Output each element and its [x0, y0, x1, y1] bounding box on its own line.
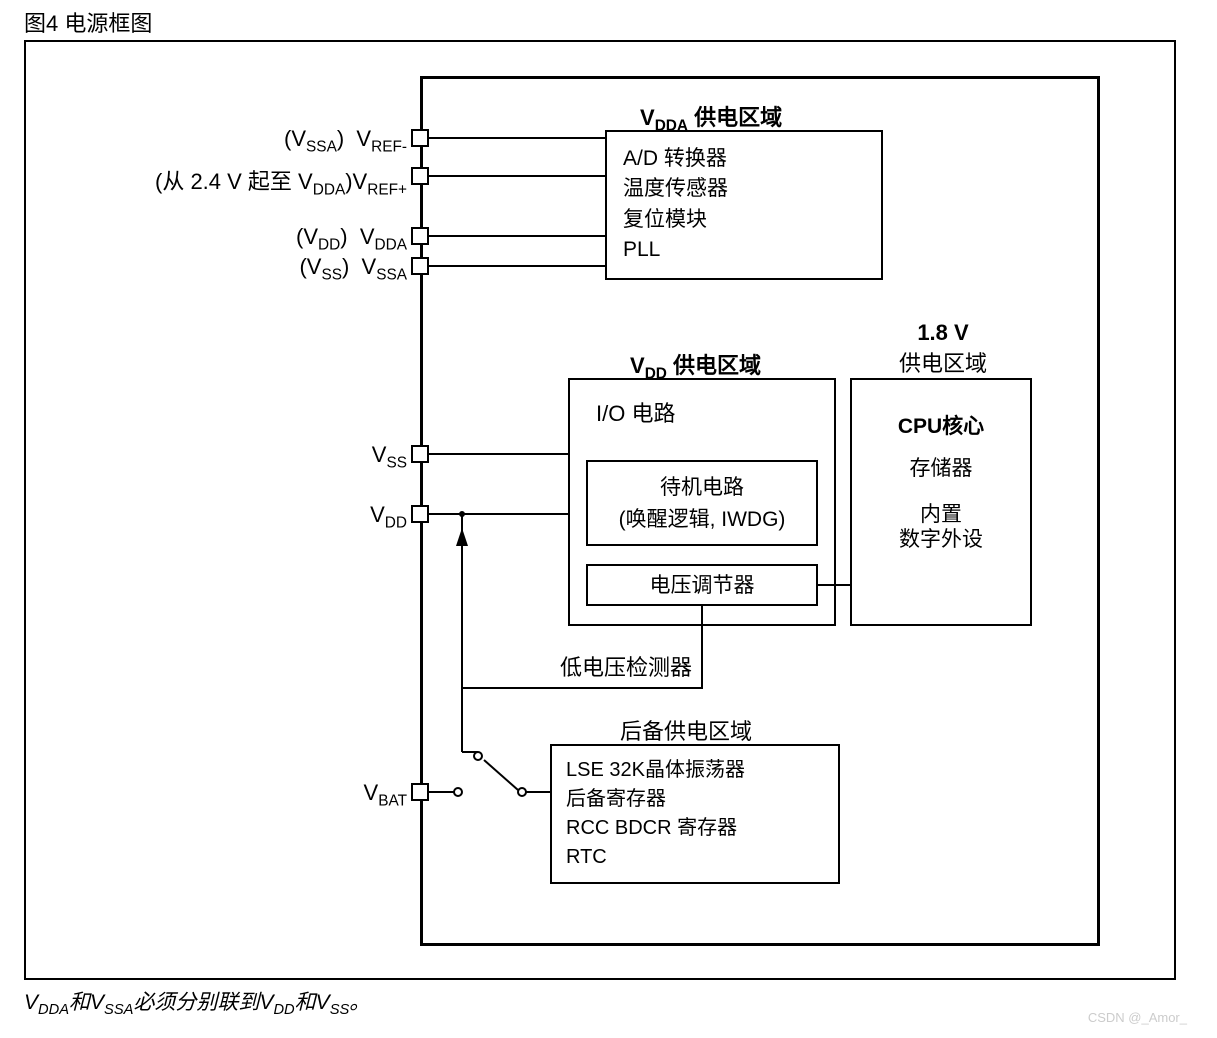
lvd-label: 低电压检测器 — [560, 650, 692, 682]
core-domain-box: CPU核心 存储器 内置 数字外设 — [850, 378, 1032, 626]
figure-page: 图4 电源框图 VDDA 供电区域 A/D 转换器 温度传感器 复位模块 PLL… — [0, 0, 1217, 1038]
backup-line-0: LSE 32K晶体振荡器 — [566, 756, 824, 785]
pin-label-vss: VSS — [27, 442, 407, 472]
vdda-line-3: PLL — [623, 235, 865, 265]
pin-label-vssa: (VSS) VSSA — [27, 254, 407, 284]
backup-line-3: RTC — [566, 843, 824, 872]
footnote-and-2: 和 — [295, 991, 316, 1014]
standby-line-1: (唤醒逻辑, IWDG) — [588, 504, 816, 536]
figure-footnote: VDDA和VSSA必须分别联到VDD和VSS。 — [24, 986, 370, 1018]
pin-label-vdda: (VDD) VDDA — [27, 224, 407, 254]
figure-caption: 图4 电源框图 — [24, 6, 152, 38]
vdd-io-label: I/O 电路 — [596, 396, 675, 428]
core-title-1: 供电区域 — [868, 346, 1018, 378]
core-line-2: 内置 — [852, 502, 1030, 527]
footnote-period: 。 — [349, 991, 370, 1014]
core-line-3: 数字外设 — [852, 527, 1030, 552]
pin-label-vbat: VBAT — [27, 780, 407, 810]
backup-domain-box: LSE 32K晶体振荡器 后备寄存器 RCC BDCR 寄存器 RTC — [550, 744, 840, 884]
backup-domain-title: 后备供电区域 — [620, 714, 752, 746]
backup-line-2: RCC BDCR 寄存器 — [566, 814, 824, 843]
regulator-box: 电压调节器 — [586, 564, 818, 606]
footnote-mid: 必须分别联到 — [133, 991, 259, 1014]
pin-label-vref-minus: (VSSA) VREF- — [27, 126, 407, 156]
standby-box: 待机电路 (唤醒逻辑, IWDG) — [586, 460, 818, 546]
core-line-1: 存储器 — [852, 448, 1030, 490]
vdda-line-0: A/D 转换器 — [623, 144, 865, 174]
pin-label-vref-plus: (从 2.4 V 起至 VDDA)VREF+ — [27, 164, 407, 199]
core-line-0: CPU核心 — [852, 406, 1030, 448]
vdd-domain-title-suffix: 供电区域 — [673, 353, 761, 378]
vdda-line-2: 复位模块 — [623, 205, 865, 235]
vdda-domain-box: A/D 转换器 温度传感器 复位模块 PLL — [605, 130, 883, 280]
pin-label-vdd: VDD — [27, 502, 407, 532]
regulator-label: 电压调节器 — [650, 574, 755, 597]
vdda-domain-title-suffix: 供电区域 — [694, 105, 782, 130]
core-title-0: 1.8 V — [868, 320, 1018, 346]
footnote-and-1: 和 — [69, 991, 90, 1014]
standby-line-0: 待机电路 — [588, 472, 816, 504]
core-domain-title: 1.8 V 供电区域 — [868, 320, 1018, 378]
backup-line-1: 后备寄存器 — [566, 785, 824, 814]
vdda-line-1: 温度传感器 — [623, 174, 865, 204]
watermark: CSDN @_Amor_ — [1088, 1010, 1187, 1025]
